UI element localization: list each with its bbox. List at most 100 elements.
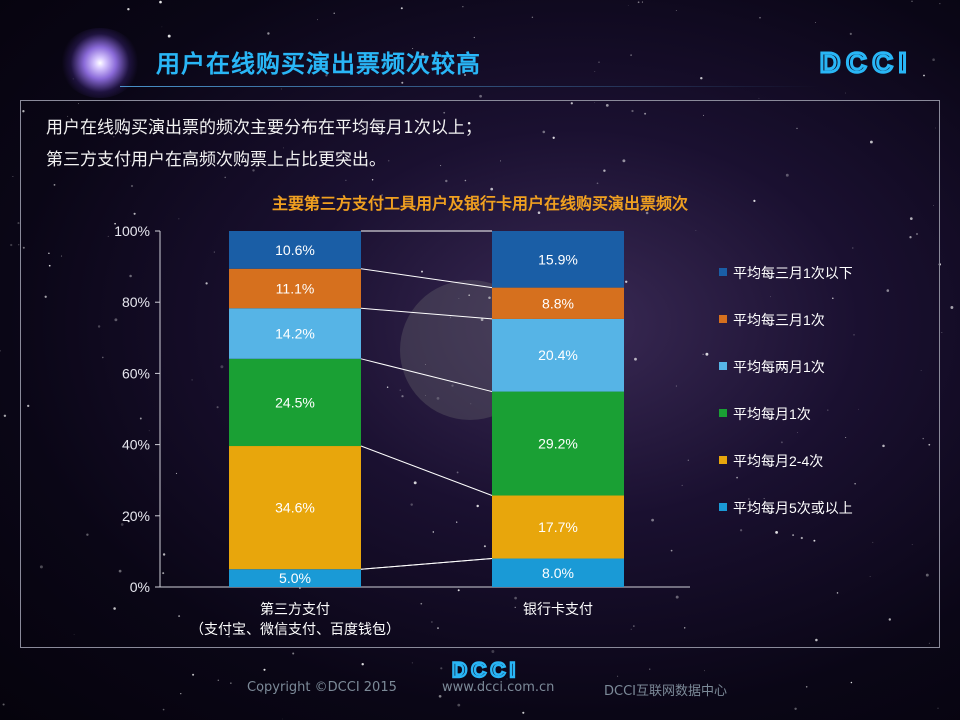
footer-url[interactable]: www.dcci.com.cn	[442, 680, 555, 695]
star	[622, 159, 626, 163]
star	[39, 565, 43, 569]
legend-label: 平均每三月1次	[733, 312, 825, 328]
star	[683, 627, 686, 629]
bar-segment	[492, 287, 624, 319]
star	[371, 179, 374, 181]
star	[22, 110, 25, 113]
star	[421, 270, 423, 273]
star	[443, 111, 446, 114]
star	[167, 34, 171, 38]
data-label: 24.5%	[275, 394, 315, 410]
star	[86, 533, 89, 536]
star	[192, 673, 195, 676]
star	[800, 536, 803, 540]
star	[476, 504, 479, 508]
data-label: 5.0%	[279, 570, 311, 586]
series-connector-line	[360, 558, 493, 570]
star	[603, 169, 606, 172]
star	[436, 397, 440, 400]
star	[704, 670, 705, 672]
y-tick-label: 60%	[122, 365, 150, 381]
star	[48, 252, 50, 255]
star	[933, 205, 934, 207]
star	[641, 1, 643, 3]
star	[920, 370, 922, 371]
star	[702, 353, 704, 355]
star	[445, 179, 448, 183]
star	[479, 94, 482, 98]
star	[97, 325, 101, 328]
star	[113, 136, 115, 138]
star	[260, 128, 263, 132]
star	[317, 19, 318, 21]
data-label: 34.6%	[275, 500, 315, 516]
bar-segment	[229, 358, 361, 447]
star	[178, 218, 180, 220]
star	[853, 334, 855, 336]
data-label: 11.1%	[276, 280, 315, 296]
star	[421, 52, 425, 56]
star	[412, 47, 414, 49]
star	[364, 64, 366, 67]
bar-segment	[229, 446, 361, 570]
star	[148, 430, 150, 432]
star	[125, 129, 129, 132]
star	[935, 127, 937, 129]
star	[570, 102, 573, 105]
star	[449, 316, 452, 319]
data-label: 20.4%	[538, 347, 578, 363]
star	[869, 140, 873, 144]
bar-segment	[492, 391, 624, 496]
star	[886, 289, 890, 292]
star	[909, 236, 912, 239]
data-label: 10.6%	[275, 242, 315, 258]
star	[675, 10, 677, 11]
star	[280, 88, 282, 90]
star	[631, 109, 634, 113]
star	[687, 459, 689, 461]
star	[292, 652, 295, 655]
star	[379, 628, 382, 631]
star	[832, 297, 834, 299]
intro-line-1: 用户在线购买演出票的频次主要分布在平均每月1次以上；	[46, 118, 482, 138]
star	[780, 441, 783, 444]
star	[458, 298, 460, 299]
star	[462, 6, 464, 8]
star	[909, 217, 913, 220]
legend-swatch	[719, 362, 727, 370]
star	[748, 498, 750, 500]
star	[191, 379, 193, 381]
title-underline	[120, 86, 820, 87]
star	[480, 318, 484, 322]
star	[490, 187, 494, 191]
star	[681, 484, 683, 486]
legend-swatch	[719, 268, 727, 276]
star	[345, 179, 347, 181]
star	[102, 356, 104, 359]
star	[594, 71, 596, 73]
star	[598, 61, 600, 63]
star	[950, 306, 954, 309]
star	[77, 103, 79, 105]
star	[633, 625, 635, 627]
star	[736, 476, 738, 479]
star	[230, 682, 232, 684]
series-connector-line	[360, 307, 493, 320]
star	[522, 711, 525, 714]
y-tick-label: 0%	[130, 579, 150, 595]
star	[107, 235, 109, 237]
x-category-label: 银行卡支付	[523, 601, 593, 617]
star	[178, 615, 181, 618]
star	[820, 362, 824, 365]
star	[141, 119, 144, 122]
star	[440, 667, 443, 670]
star	[634, 357, 637, 361]
legend-swatch	[719, 315, 727, 323]
x-category-label: 第三方支付	[260, 601, 330, 617]
star	[456, 521, 458, 523]
star	[127, 520, 130, 523]
star	[625, 280, 628, 283]
star	[627, 5, 629, 6]
bar-segment	[492, 558, 624, 587]
star	[888, 618, 891, 621]
